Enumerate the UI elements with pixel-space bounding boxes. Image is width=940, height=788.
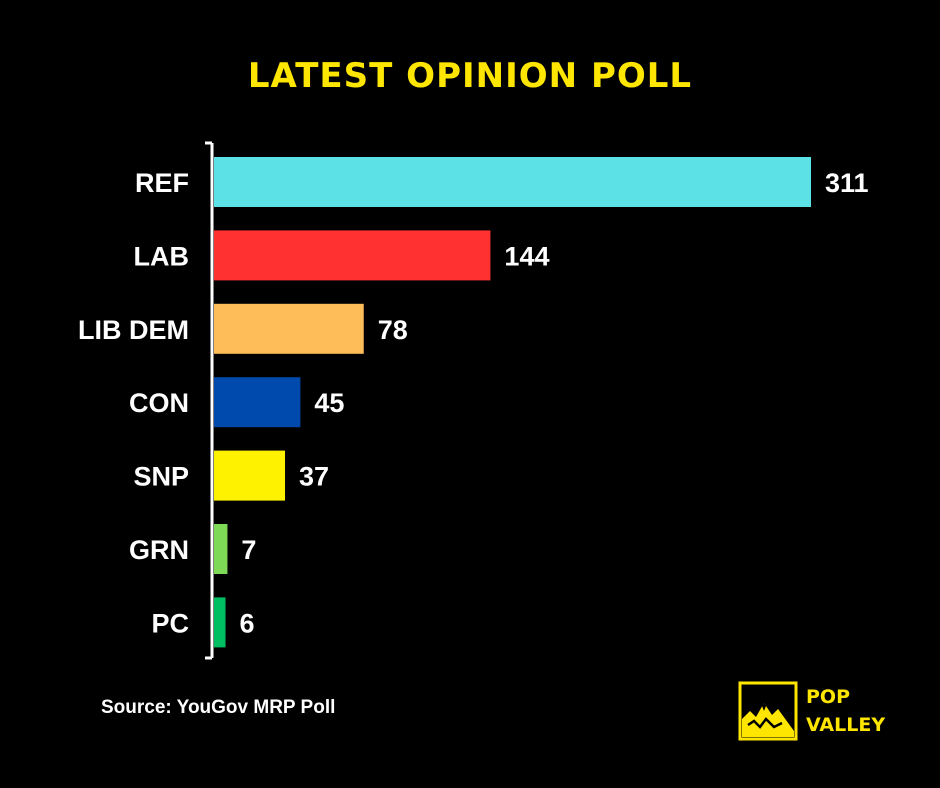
bar-con	[214, 377, 301, 428]
bar-snp	[214, 450, 286, 501]
value-label: 78	[378, 315, 408, 345]
value-label: 45	[314, 388, 344, 418]
value-label: 144	[504, 241, 549, 271]
brand-line-1: POP	[806, 686, 851, 708]
chart-title: LATEST OPINION POLL	[247, 56, 693, 96]
source-note: Source: YouGov MRP Poll	[101, 697, 336, 718]
category-label: REF	[135, 168, 189, 198]
value-label: 37	[299, 462, 329, 492]
brand-line-2: VALLEY	[806, 714, 886, 736]
value-label: 6	[240, 608, 255, 638]
brand-name: POP VALLEY	[806, 683, 885, 739]
bar-pc	[214, 597, 226, 648]
bar-lib-dem	[214, 303, 364, 354]
category-label: PC	[151, 608, 189, 638]
mountain-icon	[738, 681, 798, 741]
category-label: SNP	[133, 462, 189, 492]
category-label: CON	[129, 388, 189, 418]
value-label: 7	[241, 535, 256, 565]
category-label: LAB	[134, 241, 190, 271]
category-label: GRN	[129, 535, 189, 565]
category-label: LIB DEM	[78, 315, 189, 345]
bar-ref	[214, 157, 811, 207]
bar-grn	[214, 524, 228, 574]
brand-logo: POP VALLEY	[738, 681, 898, 743]
value-label: 311	[825, 168, 869, 198]
bar-lab	[214, 230, 491, 281]
